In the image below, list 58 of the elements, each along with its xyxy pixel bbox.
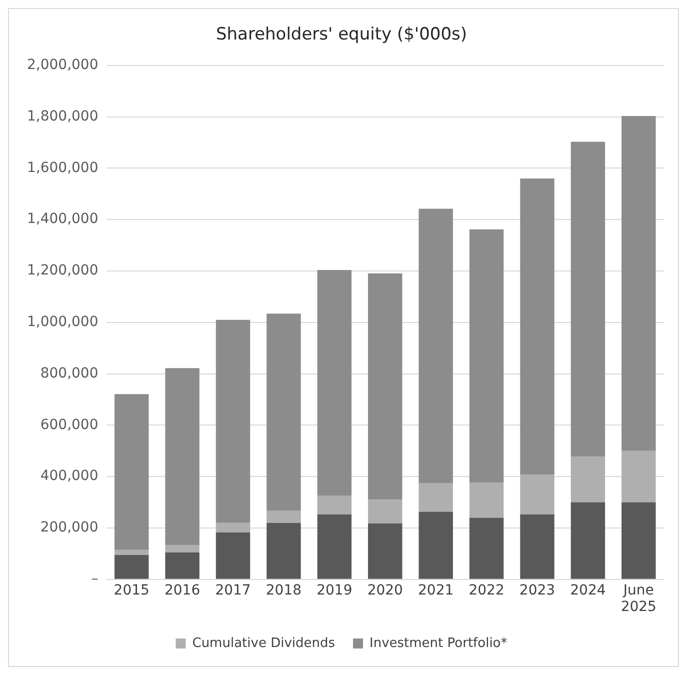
bar <box>368 273 402 500</box>
y-tick-label: 1,400,000 <box>26 211 98 228</box>
bar <box>622 450 656 502</box>
y-tick-label: 1,000,000 <box>26 314 98 330</box>
y-tick-label: 2,000,000 <box>26 57 98 74</box>
chart-title: Shareholders' equity ($'000s) <box>216 24 468 45</box>
x-tick-label: 2020 <box>367 582 403 598</box>
x-tick-label: 2021 <box>418 582 454 598</box>
y-tick-label: 200,000 <box>40 520 98 536</box>
x-tick-label: 2023 <box>519 582 556 598</box>
bar <box>520 474 554 514</box>
y-tick-label: 800,000 <box>40 365 98 382</box>
x-tick-label: June 2025 <box>620 582 656 616</box>
bar <box>216 320 250 523</box>
bar <box>469 518 504 579</box>
bar <box>469 229 504 483</box>
bar <box>165 368 200 546</box>
bar <box>165 545 200 552</box>
bar <box>368 523 402 579</box>
y-tick-label: 400,000 <box>40 468 98 484</box>
bar <box>368 500 402 524</box>
x-tick-label: 2019 <box>316 582 352 598</box>
bar <box>114 394 149 550</box>
bar <box>622 502 656 579</box>
bar <box>570 502 606 579</box>
y-tick-label: 1,200,000 <box>26 262 98 279</box>
bar <box>317 270 352 496</box>
x-tick-label: 2017 <box>215 582 251 598</box>
y-tick-label: 600,000 <box>40 416 98 433</box>
legend-label: Cumulative Dividends <box>192 636 336 651</box>
bar <box>570 456 606 502</box>
bar <box>418 512 453 579</box>
bar <box>165 552 200 579</box>
x-tick-label: 2015 <box>114 582 150 598</box>
legend-label: Investment Portfolio* <box>370 636 508 651</box>
y-tick-label: – <box>91 571 98 588</box>
bar <box>216 532 250 579</box>
bar <box>520 178 554 475</box>
bar <box>216 522 250 532</box>
bar <box>114 550 149 555</box>
bar <box>266 522 301 579</box>
y-tick-label: 1,600,000 <box>26 160 98 176</box>
bar <box>114 554 149 579</box>
x-tick-label: 2016 <box>164 582 200 598</box>
bar <box>266 510 301 523</box>
bar <box>570 142 606 457</box>
x-tick-label: 2024 <box>570 582 606 598</box>
bar <box>266 314 301 511</box>
y-tick-label: 1,800,000 <box>26 108 98 124</box>
x-tick-label: 2018 <box>266 582 302 598</box>
bar <box>520 514 554 579</box>
bar <box>418 208 453 484</box>
bar <box>418 483 453 512</box>
bar <box>622 116 656 451</box>
bar <box>469 482 504 518</box>
x-tick-label: 2022 <box>468 582 504 598</box>
bar <box>317 514 352 579</box>
bar <box>317 496 352 514</box>
